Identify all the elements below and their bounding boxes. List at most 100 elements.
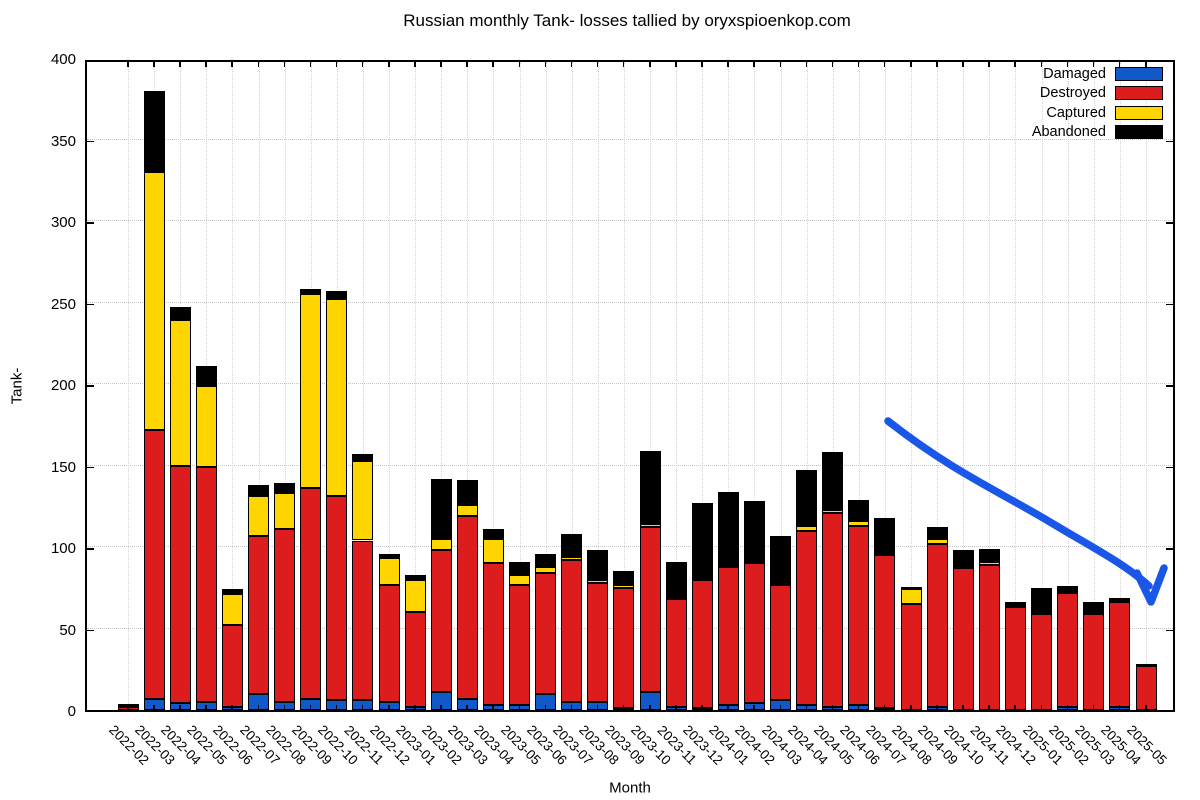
x-tick-mark xyxy=(179,60,181,67)
segment-abandoned xyxy=(926,527,948,539)
y-tick-mark xyxy=(1166,710,1175,712)
v-gridline xyxy=(571,62,573,710)
v-gridline xyxy=(1041,62,1043,710)
segment-abandoned xyxy=(169,307,191,321)
segment-abandoned xyxy=(482,529,504,539)
y-tick-mark xyxy=(1166,466,1175,468)
bar-2022-10 xyxy=(326,291,348,710)
plot-area xyxy=(85,60,1175,712)
bar-2023-01 xyxy=(404,574,426,710)
v-gridline xyxy=(232,62,234,710)
bar-2025-05 xyxy=(1135,663,1157,710)
x-tick-mark xyxy=(988,60,990,67)
segment-abandoned xyxy=(195,366,217,386)
x-tick-mark xyxy=(857,705,860,712)
chart-title: Russian monthly Tank- losses tallied by … xyxy=(403,11,851,30)
bar-2024-04 xyxy=(796,470,818,710)
h-gridline xyxy=(87,138,1173,140)
bar-2023-11 xyxy=(665,561,687,710)
x-tick-mark xyxy=(388,60,390,67)
v-gridline xyxy=(128,62,129,710)
x-tick-mark xyxy=(649,705,651,712)
segment-abandoned xyxy=(561,533,583,557)
y-tick-mark xyxy=(1166,303,1175,305)
segment-destroyed xyxy=(1031,613,1053,710)
segment-destroyed xyxy=(221,625,243,707)
segment-destroyed xyxy=(1109,602,1131,707)
bar-2022-03 xyxy=(143,90,165,710)
y-tick-mark xyxy=(1166,629,1175,631)
y-tick-label: 150 xyxy=(50,458,76,476)
segment-abandoned xyxy=(613,571,635,585)
x-tick-mark xyxy=(388,705,390,712)
bar-2024-07 xyxy=(874,517,896,710)
v-gridline xyxy=(989,62,991,710)
bar-2024-05 xyxy=(822,452,844,710)
x-tick-mark xyxy=(335,60,338,67)
legend-item-damaged: Damaged xyxy=(1032,64,1163,84)
y-tick-mark xyxy=(85,140,94,142)
segment-captured xyxy=(143,172,165,430)
segment-abandoned xyxy=(430,478,452,539)
v-gridline xyxy=(911,62,913,710)
segment-destroyed xyxy=(770,584,792,701)
v-gridline xyxy=(284,62,286,710)
x-tick-mark xyxy=(361,705,364,712)
x-tick-mark xyxy=(153,705,155,712)
x-axis-title: Month xyxy=(609,779,651,797)
x-tick-mark xyxy=(727,705,729,712)
v-gridline xyxy=(728,62,730,710)
v-gridline xyxy=(806,62,808,710)
x-tick-mark xyxy=(1118,60,1121,67)
segment-destroyed xyxy=(274,529,296,702)
x-tick-mark xyxy=(675,60,677,67)
bar-2023-10 xyxy=(639,450,661,710)
y-tick-mark xyxy=(85,303,94,305)
segment-destroyed xyxy=(1135,666,1157,710)
bar-2023-08 xyxy=(587,550,609,710)
y-tick-mark xyxy=(85,710,94,712)
v-gridline xyxy=(519,62,521,710)
v-gridline xyxy=(832,62,834,710)
y-tick-label: 200 xyxy=(50,377,76,394)
segment-captured xyxy=(326,299,348,497)
x-tick-mark xyxy=(1145,705,1147,712)
segment-captured xyxy=(613,584,635,588)
x-tick-mark xyxy=(257,705,259,712)
x-tick-mark xyxy=(492,705,494,712)
x-tick-mark xyxy=(1014,705,1016,712)
v-gridline xyxy=(1146,62,1147,710)
y-tick-mark xyxy=(85,60,94,62)
segment-destroyed xyxy=(691,579,713,709)
bar-2024-01 xyxy=(717,491,739,710)
v-gridline xyxy=(1119,62,1121,710)
v-gridline xyxy=(493,62,495,710)
legend-item-abandoned: Abandoned xyxy=(1032,123,1163,143)
segment-abandoned xyxy=(1004,602,1026,608)
segment-captured xyxy=(848,520,870,526)
v-gridline xyxy=(441,62,443,710)
bar-2024-12 xyxy=(1004,602,1026,710)
segment-abandoned xyxy=(326,291,348,300)
x-tick-mark xyxy=(622,705,625,712)
bar-2022-11 xyxy=(352,454,374,710)
v-gridline xyxy=(597,62,599,710)
segment-captured xyxy=(352,460,374,541)
segment-destroyed xyxy=(456,516,478,699)
segment-captured xyxy=(404,579,426,613)
segment-destroyed xyxy=(482,563,504,706)
bar-2025-01 xyxy=(1031,587,1053,710)
x-tick-mark xyxy=(649,60,651,67)
segment-destroyed xyxy=(378,584,400,702)
segment-abandoned xyxy=(1057,586,1079,593)
v-gridline xyxy=(467,62,469,710)
x-tick-mark xyxy=(414,60,416,67)
segment-abandoned xyxy=(1031,587,1053,614)
v-gridline xyxy=(858,62,860,710)
x-tick-mark xyxy=(309,705,312,712)
x-tick-mark xyxy=(1145,60,1147,67)
x-tick-mark xyxy=(857,60,860,67)
x-tick-mark xyxy=(910,60,912,67)
segment-abandoned xyxy=(456,480,478,505)
